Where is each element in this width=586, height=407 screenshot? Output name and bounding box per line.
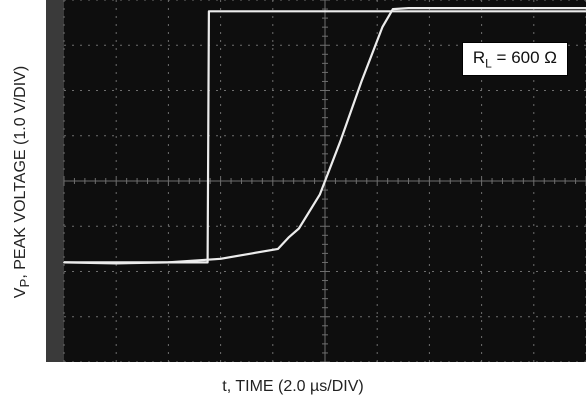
plot-area bbox=[63, 0, 586, 362]
traces bbox=[63, 7, 586, 265]
trace-point bbox=[287, 236, 290, 239]
load-resistance-label: RL = 600 Ω bbox=[461, 42, 568, 77]
trace-point bbox=[167, 261, 170, 264]
x-axis-label: t, TIME (2.0 µs/DIV) bbox=[222, 378, 364, 395]
trace-point bbox=[407, 7, 410, 9]
screen-left-bezel bbox=[46, 0, 64, 362]
trace-point bbox=[219, 258, 222, 260]
trace-point bbox=[319, 193, 321, 196]
trace-point bbox=[63, 261, 65, 264]
y-axis-label: VP, PEAK VOLTAGE (1.0 V/DIV) bbox=[11, 65, 33, 299]
trace-point bbox=[277, 248, 279, 250]
y-axis-label-subscript: P bbox=[17, 278, 33, 288]
trace-point bbox=[339, 139, 342, 142]
trace-point bbox=[360, 80, 363, 83]
trace-point bbox=[298, 227, 300, 230]
trace-point bbox=[381, 26, 384, 28]
trace-point bbox=[206, 261, 209, 264]
trace-point bbox=[251, 252, 253, 255]
trace-point bbox=[392, 8, 394, 10]
oscilloscope-screen: RL = 600 Ω bbox=[46, 0, 586, 362]
trace-point bbox=[208, 10, 210, 13]
trace-point bbox=[115, 262, 117, 265]
